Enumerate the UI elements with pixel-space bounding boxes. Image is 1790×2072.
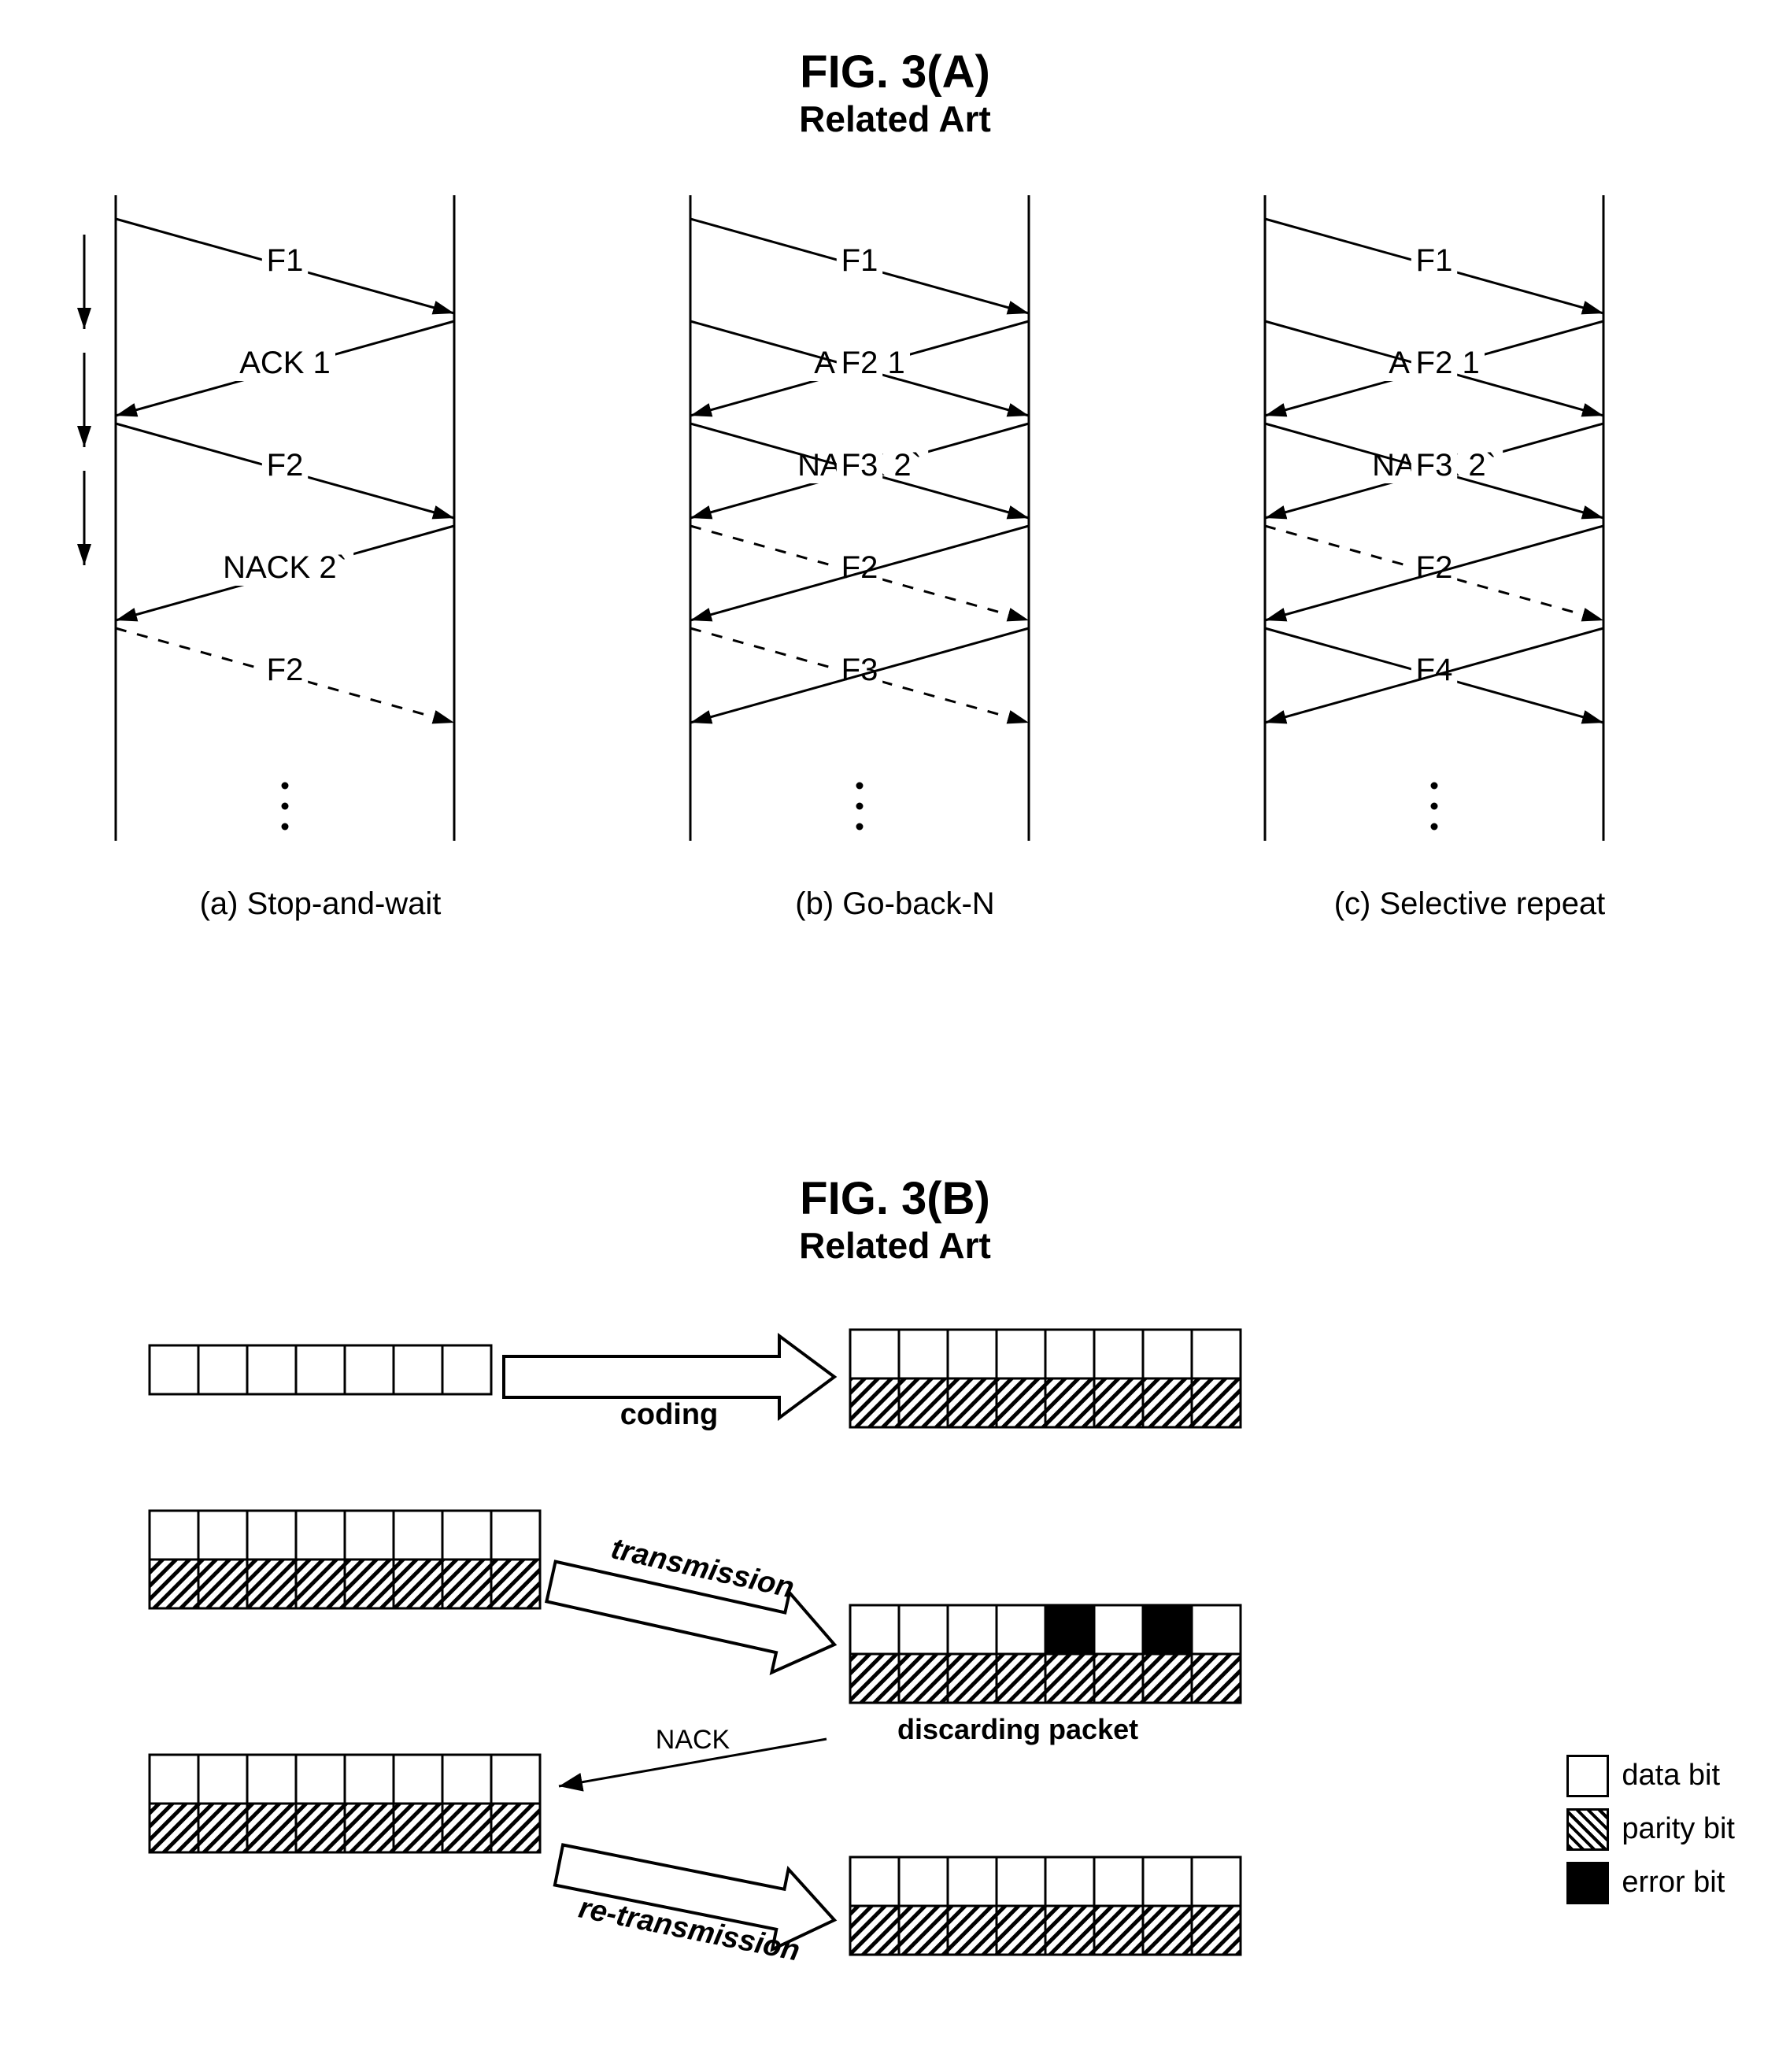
panel-caption: (c) Selective repeat xyxy=(1334,886,1606,922)
message-label: F1 xyxy=(267,243,304,278)
bit-block xyxy=(850,1605,1241,1703)
bit-block xyxy=(850,1857,1241,1955)
bit-block xyxy=(150,1511,540,1608)
message-label: F3 xyxy=(841,653,878,687)
message-label: F3 xyxy=(841,448,878,483)
message-label: F1 xyxy=(1416,243,1453,278)
legend-row: error bit xyxy=(1566,1862,1735,1904)
legend-swatch xyxy=(1566,1808,1609,1851)
sequence-panel: F1ACK 1F2NACK 2`F3F2F3 xyxy=(643,187,1147,864)
message-label: F3 xyxy=(1416,448,1453,483)
fig-a-subtitle: Related Art xyxy=(31,98,1759,140)
message-label: F2 xyxy=(267,448,304,483)
panel-caption: (b) Go-back-N xyxy=(795,886,994,922)
message-label: F2 xyxy=(1416,550,1453,585)
bit-block xyxy=(150,1345,491,1394)
legend-row: parity bit xyxy=(1566,1808,1735,1851)
panel-caption: (a) Stop-and-wait xyxy=(200,886,442,922)
message-label: NACK 2` xyxy=(223,550,347,585)
legend-swatch xyxy=(1566,1862,1609,1904)
arrow-label: NACK xyxy=(656,1725,730,1755)
fig-a-panels: F1 ACK 1 F2 NACK 2` F2 (a) Stop-and-wait F1 ACK… xyxy=(31,187,1759,922)
message-label: F4 xyxy=(1416,653,1453,687)
fig-b-diagram: codingtransmissionNACKre-transmissiondis… xyxy=(31,1314,1759,2007)
message-label: F2 xyxy=(841,346,878,380)
bit-block xyxy=(850,1330,1241,1427)
message-label: F2 xyxy=(841,550,878,585)
arrow-label: coding xyxy=(620,1398,719,1431)
legend-swatch xyxy=(1566,1755,1609,1797)
sequence-panel: F1 ACK 1 F2 NACK 2` F2 xyxy=(68,187,572,864)
legend-label: parity bit xyxy=(1622,1812,1735,1846)
fig-b-subtitle: Related Art xyxy=(31,1224,1759,1267)
message-label: ACK 1 xyxy=(239,346,331,380)
legend-label: data bit xyxy=(1622,1759,1720,1793)
legend-row: data bit xyxy=(1566,1755,1735,1797)
fig-a-title: FIG. 3(A) xyxy=(31,47,1759,98)
message-label: F1 xyxy=(841,243,878,278)
legend: data bit parity bit error bit xyxy=(1566,1755,1735,1915)
fig-b-title: FIG. 3(B) xyxy=(31,1174,1759,1224)
message-label: F2 xyxy=(1416,346,1453,380)
caption-text: discarding packet xyxy=(897,1713,1138,1745)
sequence-panel: F1ACK 1F2NACK 2`F3F2F4 xyxy=(1218,187,1722,864)
message-label: F2 xyxy=(267,653,304,687)
bit-block xyxy=(150,1755,540,1852)
legend-label: error bit xyxy=(1622,1866,1725,1900)
